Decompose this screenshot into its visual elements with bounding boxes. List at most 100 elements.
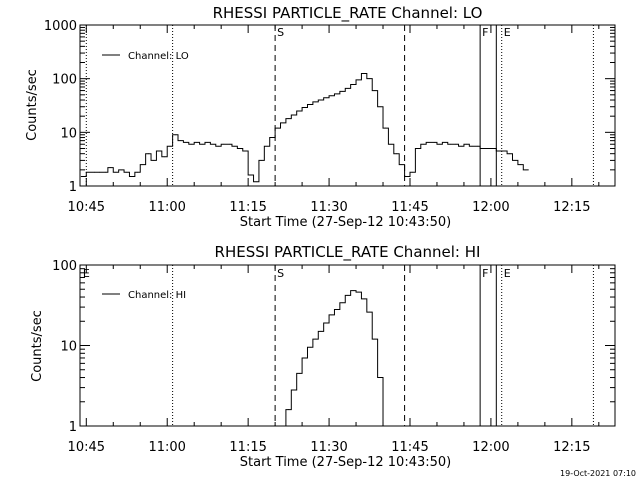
data-point	[137, 171, 138, 173]
x-axis-label: Start Time (27-Sep-12 10:43:50)	[240, 455, 451, 470]
y-tick-label: 100	[52, 73, 77, 88]
annotation-marker-s: S	[277, 26, 284, 39]
data-point	[234, 145, 236, 147]
x-tick-label: 12:15	[553, 200, 590, 215]
data-point	[325, 322, 327, 324]
data-point	[358, 79, 360, 81]
data-point	[347, 87, 349, 89]
data-point	[131, 176, 133, 177]
data-point	[207, 141, 209, 143]
data-point	[379, 106, 381, 108]
x-tick-label: 11:30	[310, 200, 347, 215]
data-point	[212, 143, 214, 145]
data-point	[401, 164, 403, 166]
data-point	[342, 302, 343, 304]
data-point	[293, 114, 295, 116]
data-point	[93, 171, 95, 173]
data-point	[115, 171, 117, 173]
data-point	[320, 99, 322, 101]
data-point	[444, 141, 446, 143]
y-tick-label: 100	[52, 259, 77, 274]
data-point	[315, 338, 316, 340]
data-point	[304, 357, 306, 359]
x-tick-label: 11:15	[229, 200, 266, 215]
data-point	[320, 330, 322, 332]
annotation-marker-f: F	[482, 26, 488, 39]
data-point	[455, 143, 457, 145]
data-point	[439, 143, 441, 145]
data-point	[88, 171, 90, 173]
annotation-marker-s: S	[277, 267, 284, 280]
data-point	[180, 140, 182, 142]
x-tick-label: 11:30	[310, 440, 347, 455]
data-point	[342, 90, 343, 92]
y-tick-label: 1	[69, 420, 77, 435]
y-tick-label: 1000	[44, 19, 77, 34]
data-point	[358, 291, 360, 293]
data-point	[396, 153, 397, 155]
plot-frame	[79, 24, 616, 187]
chart-title: RHESSI PARTICLE_RATE Channel: LO	[213, 4, 483, 23]
data-point	[153, 159, 155, 161]
series-line	[80, 72, 529, 183]
data-point	[110, 167, 111, 169]
data-point	[369, 311, 370, 313]
data-point	[228, 143, 230, 145]
data-point	[104, 171, 106, 173]
data-point	[433, 141, 435, 143]
data-point	[336, 309, 338, 310]
data-point	[298, 110, 300, 112]
data-point	[293, 389, 295, 391]
data-point	[158, 150, 160, 152]
data-point	[315, 101, 316, 103]
data-point	[196, 141, 198, 143]
x-tick-label: 11:45	[391, 200, 428, 215]
data-point	[250, 174, 252, 176]
chart-panel-1: RHESSI PARTICLE_RATE Channel: LO 10:45 11:…	[25, 4, 616, 230]
data-point	[218, 145, 219, 147]
data-point	[201, 143, 203, 145]
data-point	[374, 338, 376, 340]
data-point	[498, 150, 500, 152]
data-point	[266, 145, 268, 147]
data-point	[331, 95, 333, 97]
data-point	[363, 73, 365, 74]
data-point	[406, 176, 408, 177]
data-point	[347, 294, 349, 296]
annotation-marker-e: E	[83, 267, 90, 280]
data-point	[99, 171, 101, 173]
y-axis-label: Counts/sec	[30, 310, 45, 382]
data-point	[471, 145, 473, 147]
data-point	[298, 373, 300, 374]
data-point	[482, 148, 484, 149]
data-point	[520, 164, 521, 166]
data-point	[460, 145, 462, 147]
data-point	[423, 143, 424, 145]
y-axis-label: Counts/sec	[25, 69, 40, 141]
data-point	[304, 107, 306, 108]
x-tick-label: 11:15	[229, 440, 266, 455]
data-point	[83, 176, 84, 177]
data-point	[509, 153, 511, 155]
annotation-marker-e: E	[504, 267, 511, 280]
x-tick-label: 11:45	[391, 440, 428, 455]
legend-label: Channel: HI	[128, 290, 186, 301]
data-point	[466, 143, 468, 145]
data-point	[309, 104, 311, 105]
data-point	[352, 290, 354, 292]
data-point	[487, 148, 489, 149]
data-point	[379, 377, 381, 378]
data-point	[191, 143, 192, 145]
data-point	[477, 145, 478, 147]
data-point	[385, 425, 387, 426]
data-point	[504, 150, 505, 152]
x-tick-label: 12:00	[472, 200, 509, 215]
data-point	[164, 156, 165, 158]
data-point	[277, 127, 279, 129]
x-axis-label: Start Time (27-Sep-12 10:43:50)	[240, 215, 451, 230]
data-point	[169, 145, 171, 147]
y-tick-label: 1	[69, 180, 77, 195]
data-point	[417, 148, 419, 149]
annotation-marker-e: E	[504, 26, 511, 39]
data-point	[374, 90, 376, 91]
